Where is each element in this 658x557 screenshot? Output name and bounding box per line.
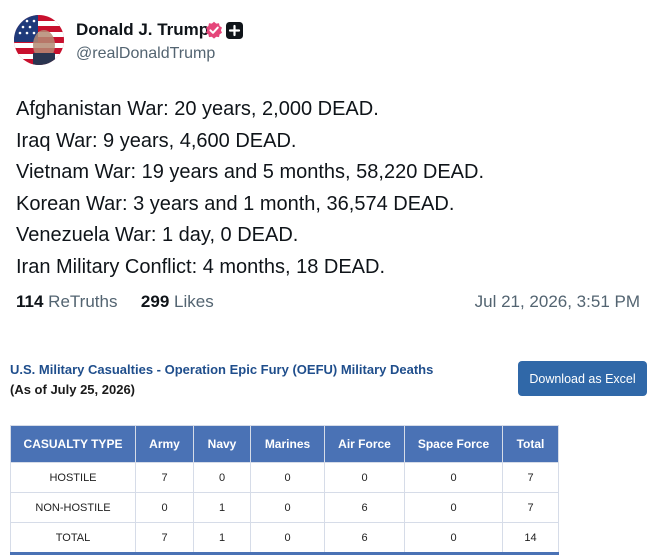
- avatar[interactable]: [14, 15, 64, 65]
- plus-icon: [226, 22, 243, 39]
- retruths-count[interactable]: 114: [16, 292, 44, 311]
- table-cell: 0: [250, 462, 325, 493]
- display-name[interactable]: Donald J. Trump: [76, 20, 210, 39]
- post-line: Korean War: 3 years and 1 month, 36,574 …: [16, 192, 455, 215]
- likes-count[interactable]: 299: [140, 292, 170, 311]
- table-cell: 0: [193, 462, 251, 493]
- table-row: HOSTILE 7 0 0 0 0 7: [10, 462, 559, 493]
- table-cell: 0: [250, 522, 325, 555]
- column-header: Space Force: [404, 425, 503, 463]
- table-cell: 1: [193, 522, 251, 555]
- post-line: Iraq War: 9 years, 4,600 DEAD.: [16, 129, 297, 152]
- column-header: Army: [135, 425, 194, 463]
- table-cell: 7: [502, 492, 559, 523]
- post-line: Iran Military Conflict: 4 months, 18 DEA…: [16, 255, 386, 278]
- table-cell: 0: [250, 492, 325, 523]
- table-cell: 14: [502, 522, 559, 555]
- table-row: NON-HOSTILE 0 1 0 6 0 7: [10, 492, 559, 523]
- table-cell: 6: [324, 522, 405, 555]
- column-header: Marines: [250, 425, 325, 463]
- casualty-section-title: U.S. Military Casualties - Operation Epi…: [10, 362, 434, 377]
- table-cell: TOTAL: [10, 522, 136, 555]
- table-header-row: CASUALTY TYPE Army Navy Marines Air Forc…: [10, 425, 559, 463]
- table-cell: 1: [193, 492, 251, 523]
- table-row: TOTAL 7 1 0 6 0 14: [10, 522, 559, 555]
- column-header: Navy: [193, 425, 251, 463]
- column-header: Air Force: [324, 425, 405, 463]
- table-cell: 7: [502, 462, 559, 493]
- post-line: Venezuela War: 1 day, 0 DEAD.: [16, 224, 299, 247]
- retruths-label[interactable]: ReTruths: [48, 292, 118, 311]
- casualty-section-date: (As of July 25, 2026): [10, 382, 135, 397]
- post-card: Donald J. Trump @realDonaldTrump Afghani…: [14, 15, 640, 312]
- table-cell: 7: [135, 522, 194, 555]
- casualty-table: CASUALTY TYPE Army Navy Marines Air Forc…: [10, 425, 559, 555]
- table-cell: 0: [324, 462, 405, 493]
- post-line: Vietnam War: 19 years and 5 months, 58,2…: [16, 161, 485, 184]
- download-excel-button[interactable]: Download as Excel: [518, 361, 647, 396]
- column-header: CASUALTY TYPE: [10, 425, 136, 463]
- user-handle[interactable]: @realDonaldTrump: [76, 45, 216, 62]
- table-cell: 0: [404, 462, 503, 493]
- table-cell: 6: [324, 492, 405, 523]
- table-cell: HOSTILE: [10, 462, 136, 493]
- post-stats: 114 ReTruths 299 Likes: [16, 292, 214, 312]
- likes-label[interactable]: Likes: [174, 292, 214, 311]
- table-cell: 0: [135, 492, 194, 523]
- table-cell: 7: [135, 462, 194, 493]
- post-line: Afghanistan War: 20 years, 2,000 DEAD.: [16, 98, 379, 120]
- table-cell: 0: [404, 522, 503, 555]
- column-header: Total: [502, 425, 559, 463]
- post-body: Afghanistan War: 20 years, 2,000 DEAD. I…: [16, 94, 484, 284]
- verified-badge-icon: [206, 21, 222, 39]
- table-cell: NON-HOSTILE: [10, 492, 136, 523]
- flag-avatar-icon: [14, 15, 64, 65]
- table-cell: 0: [404, 492, 503, 523]
- post-timestamp[interactable]: Jul 21, 2026, 3:51 PM: [474, 292, 640, 311]
